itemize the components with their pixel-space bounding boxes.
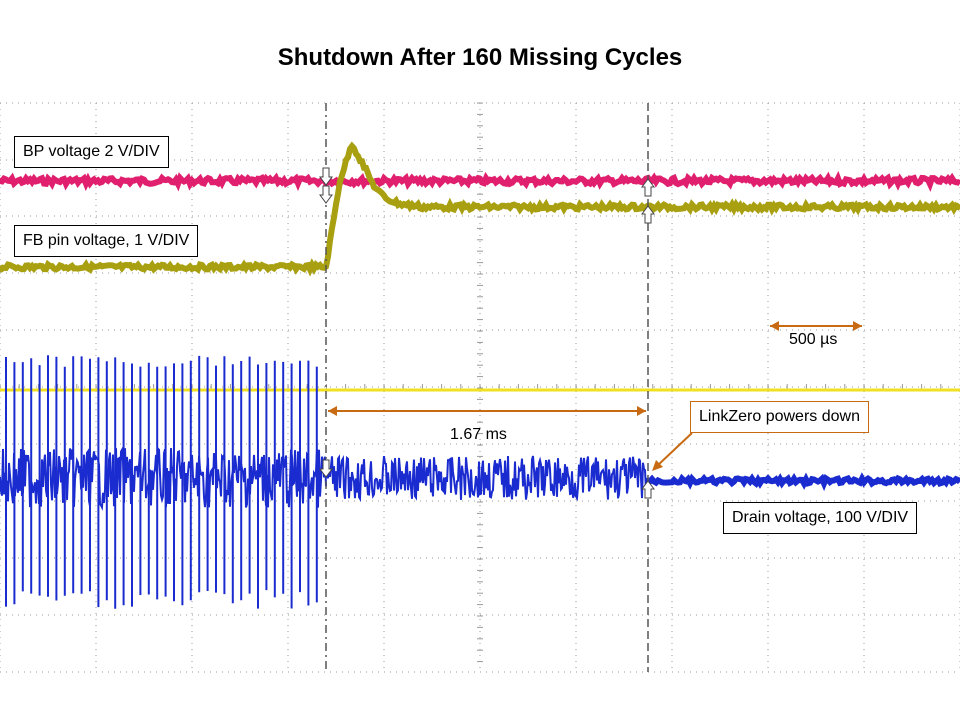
bp-voltage-label: BP voltage 2 V/DIV <box>14 136 169 168</box>
time-div-arrow-right <box>853 321 862 331</box>
callout-pointer-line <box>656 432 693 467</box>
cursor-marker-fb-2 <box>641 205 655 224</box>
drain-flat-trace <box>647 472 960 492</box>
scope-traces <box>0 141 960 609</box>
fb-voltage-label: FB pin voltage, 1 V/DIV <box>14 225 199 257</box>
powers-down-callout: LinkZero powers down <box>690 401 869 433</box>
cursor-marker-bp-2 <box>641 178 655 197</box>
slide-title: Shutdown After 160 Missing Cycles <box>277 44 683 71</box>
cursor-marker-drain-1 <box>319 459 333 478</box>
time-div-arrow-left <box>770 321 779 331</box>
bp-voltage-trace <box>0 170 960 192</box>
interval-arrow-left <box>328 406 337 416</box>
interval-arrow-right <box>637 406 646 416</box>
scope-cursors <box>319 103 655 672</box>
interval-label: 1.67 ms <box>450 426 507 443</box>
drain-noise-band-2 <box>325 454 649 502</box>
scope-annotations <box>328 321 862 471</box>
scope-grid <box>0 102 960 673</box>
drain-voltage-trace <box>0 355 960 609</box>
drain-noise-band <box>0 446 327 511</box>
callout-pointer-head <box>652 460 663 471</box>
cursor-marker-drain-2 <box>641 480 655 499</box>
fb-voltage-trace <box>0 141 960 277</box>
cursor-marker-fb-1 <box>319 185 333 204</box>
drain-voltage-label: Drain voltage, 100 V/DIV <box>723 502 918 534</box>
time-div-label: 500 µs <box>789 331 838 348</box>
cursor-marker-bp-1 <box>319 167 333 186</box>
